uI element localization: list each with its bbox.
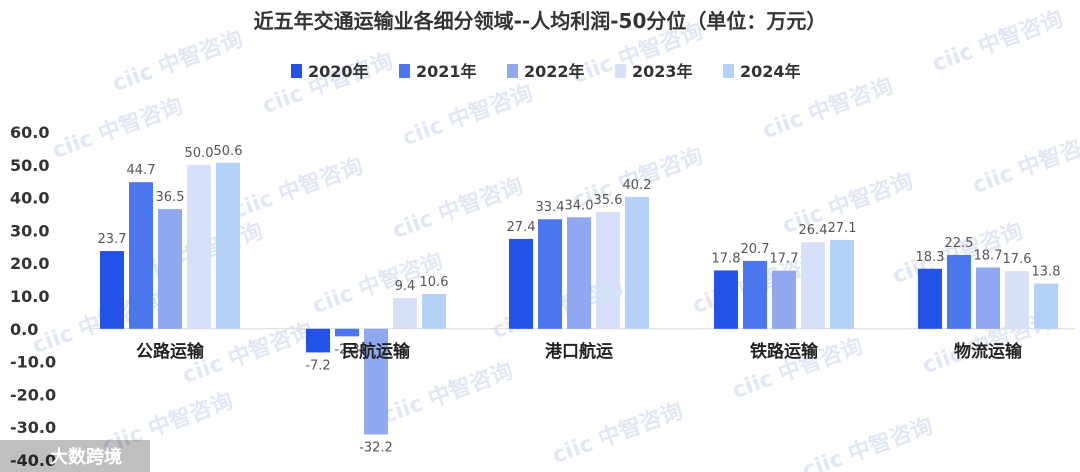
bar <box>187 164 211 329</box>
watermark-text: ciic 中智咨询 <box>229 153 366 224</box>
data-label: 27.4 <box>507 220 536 235</box>
corner-badge-bg <box>0 440 150 472</box>
y-tick-label: 40.0 <box>10 189 49 208</box>
bar <box>100 251 124 329</box>
data-label: 33.4 <box>536 200 565 215</box>
data-label: -32.2 <box>359 440 393 455</box>
data-label: 35.6 <box>594 193 623 208</box>
data-label: -2.3 <box>334 342 359 357</box>
bar <box>216 162 240 329</box>
bar <box>538 219 562 329</box>
y-axis: 60.0 50.0 40.0 30.0 20.0 10.0 0.0 -10.0 -20.0 -30… <box>10 123 56 470</box>
data-label: 36.5 <box>156 190 185 205</box>
bar <box>335 328 359 337</box>
watermark-text: ciic 中智咨询 <box>379 358 516 429</box>
y-tick-label: 0.0 <box>10 320 38 339</box>
y-tick-label: 30.0 <box>10 221 49 240</box>
bar <box>364 328 388 435</box>
bar <box>714 270 738 329</box>
legend-swatch <box>723 64 734 78</box>
watermark-text: ciic 中智咨询 <box>969 128 1080 199</box>
y-tick-label: 20.0 <box>10 254 49 273</box>
watermark-text: ciic 中智咨询 <box>759 73 896 144</box>
y-tick-label: -30.0 <box>10 418 56 437</box>
legend-label: 2020年 <box>308 62 369 81</box>
watermark-text: ciic 中智咨询 <box>109 26 246 97</box>
legend-label: 2022年 <box>524 62 585 81</box>
watermark-text: ciic 中智咨询 <box>799 413 936 472</box>
watermark-text: ciic 中智咨询 <box>49 93 186 164</box>
bar <box>743 260 767 329</box>
legend-swatch <box>507 64 518 78</box>
bar <box>422 294 446 329</box>
legend: 2020年 2021年 2022年 2023年 2024年 <box>291 62 801 81</box>
chart-title: 近五年交通运输业各细分领域--人均利润-50分位（单位：万元） <box>254 9 827 33</box>
category-label: 港口航运 <box>545 341 613 362</box>
data-label: 17.7 <box>770 252 799 267</box>
corner-badge-text: 大数跨境 <box>50 446 122 468</box>
bar <box>918 268 942 329</box>
data-label: -7.2 <box>305 358 330 373</box>
bar <box>393 297 417 329</box>
y-tick-label: 10.0 <box>10 287 49 306</box>
corner-badge: 大数跨境 <box>0 440 150 472</box>
bar <box>158 209 182 329</box>
data-label: 18.3 <box>916 250 945 265</box>
data-label: 23.7 <box>98 232 127 247</box>
data-label: 9.4 <box>395 279 416 294</box>
data-label: 34.0 <box>565 198 594 213</box>
watermark-text: ciic 中智咨询 <box>929 6 1066 77</box>
bar <box>1005 271 1029 329</box>
watermark-text: ciic 中智咨询 <box>259 48 396 119</box>
y-tick-label: -40.0 <box>10 451 56 470</box>
bar <box>830 239 854 329</box>
data-label: 50.0 <box>185 146 214 161</box>
category-label: 铁路运输 <box>750 341 819 362</box>
bar <box>306 328 330 353</box>
legend-label: 2023年 <box>632 62 693 81</box>
data-label: 18.7 <box>974 248 1003 263</box>
y-tick-label: -10.0 <box>10 353 56 372</box>
bar <box>947 255 971 329</box>
bar <box>129 182 153 329</box>
bars <box>100 162 1058 435</box>
data-label: 22.5 <box>945 236 974 251</box>
data-label: 13.8 <box>1032 265 1061 280</box>
bar <box>596 212 620 329</box>
value-labels: 23.7 44.736.5 50.0 50.6 -7.2 -2.3 -32.2 9.4 10.6… <box>98 144 1061 456</box>
y-tick-label: -20.0 <box>10 385 56 404</box>
bar <box>1034 283 1058 329</box>
legend-label: 2024年 <box>740 62 801 81</box>
category-label: 物流运输 <box>954 341 1023 362</box>
watermark-text: ciic 中智咨询 <box>549 398 686 469</box>
legend-swatch <box>291 64 302 78</box>
bar <box>567 217 591 329</box>
data-label: 50.6 <box>214 144 243 159</box>
bar <box>509 238 533 329</box>
data-label: 10.6 <box>420 275 449 290</box>
bar <box>772 270 796 329</box>
legend-swatch <box>615 64 626 78</box>
y-tick-label: 60.0 <box>10 123 49 142</box>
legend-label: 2021年 <box>416 62 477 81</box>
legend-swatch <box>399 64 410 78</box>
category-label: 民航运输 <box>342 341 411 362</box>
data-label: 44.7 <box>127 163 156 178</box>
category-labels: 公路运输 民航运输 港口航运 铁路运输 物流运输 <box>136 341 1023 362</box>
bar <box>625 196 649 329</box>
data-label: 40.2 <box>623 178 652 193</box>
data-label: 17.8 <box>712 251 741 266</box>
y-tick-label: 50.0 <box>10 156 49 175</box>
bar <box>976 267 1000 329</box>
data-label: 20.7 <box>741 242 770 257</box>
data-label: 27.1 <box>828 221 857 236</box>
data-label: 17.6 <box>1003 252 1032 267</box>
watermark-text: ciic 中智咨询 <box>399 80 536 151</box>
category-label: 公路运输 <box>136 341 205 362</box>
bar <box>801 242 825 329</box>
data-label: 26.4 <box>799 223 828 238</box>
